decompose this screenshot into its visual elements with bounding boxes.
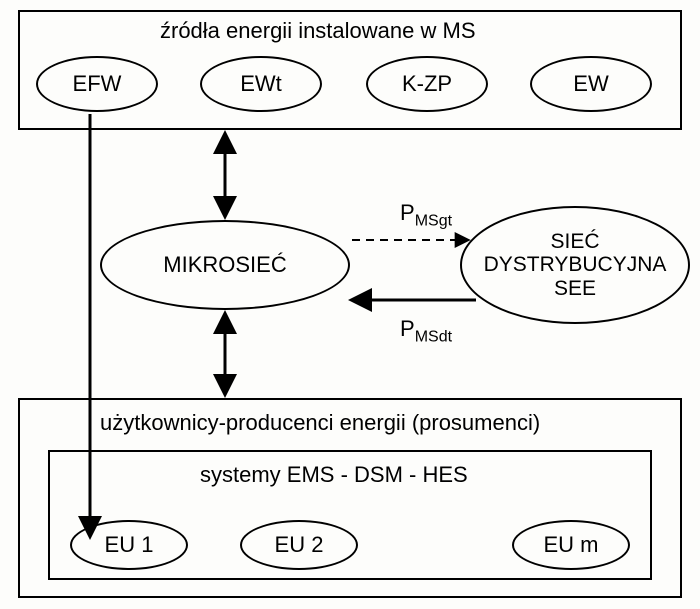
node-eu1: EU 1 <box>70 520 188 570</box>
label-prosumers-title: użytkownicy-producenci energii (prosumen… <box>100 410 540 436</box>
label-pmsgt: PMSgt <box>400 200 452 230</box>
node-kzp: K-ZP <box>366 56 488 112</box>
node-kzp-label: K-ZP <box>402 72 452 96</box>
node-ewt: EWt <box>200 56 322 112</box>
label-pmsgt-p: P <box>400 200 415 225</box>
node-eum-label: EU m <box>544 533 599 557</box>
node-mikrosiec: MIKROSIEĆ <box>100 220 350 310</box>
node-eu2-label: EU 2 <box>275 533 324 557</box>
node-ew: EW <box>530 56 652 112</box>
label-pmsdt-sub: MSdt <box>415 328 452 345</box>
node-ewt-label: EWt <box>240 72 282 96</box>
label-pmsdt: PMSdt <box>400 316 452 346</box>
node-eum: EU m <box>512 520 630 570</box>
node-eu1-label: EU 1 <box>105 533 154 557</box>
node-siec: SIEĆ DYSTRYBUCYJNA SEE <box>460 206 690 324</box>
node-siec-label: SIEĆ DYSTRYBUCYJNA SEE <box>484 230 667 299</box>
node-mikrosiec-label: MIKROSIEĆ <box>163 253 286 277</box>
node-eu2: EU 2 <box>240 520 358 570</box>
label-ems-title: systemy EMS - DSM - HES <box>200 462 468 488</box>
label-sources-title: źródła energii instalowane w MS <box>160 18 476 44</box>
diagram-canvas: źródła energii instalowane w MS EFW EWt … <box>0 0 700 609</box>
label-pmsdt-p: P <box>400 316 415 341</box>
node-efw-label: EFW <box>73 72 122 96</box>
node-ew-label: EW <box>573 72 608 96</box>
node-efw: EFW <box>36 56 158 112</box>
label-pmsgt-sub: MSgt <box>415 212 452 229</box>
